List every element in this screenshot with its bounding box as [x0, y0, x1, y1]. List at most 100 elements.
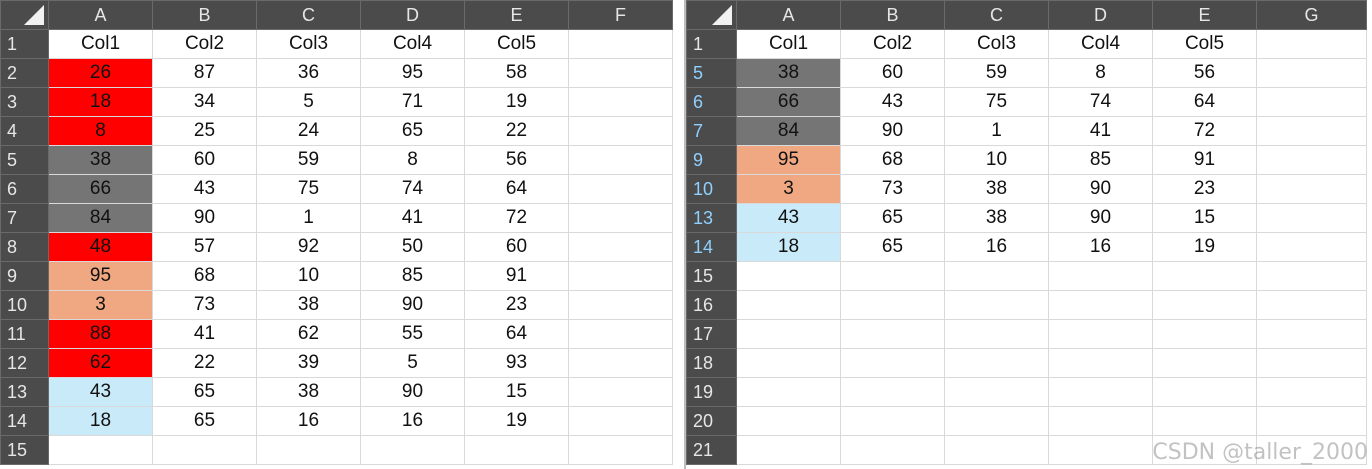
- grid-cell[interactable]: 93: [464, 348, 569, 378]
- row-header[interactable]: 17: [686, 319, 737, 349]
- row-header[interactable]: 15: [0, 435, 49, 465]
- column-header-e[interactable]: E: [464, 0, 569, 30]
- grid-cell[interactable]: [944, 319, 1049, 349]
- grid-cell[interactable]: 43: [152, 174, 257, 204]
- grid-cell[interactable]: 48: [48, 232, 153, 262]
- grid-cell[interactable]: [736, 348, 841, 378]
- grid-cell[interactable]: [48, 435, 153, 465]
- grid-cell[interactable]: 75: [944, 87, 1049, 117]
- grid-cell[interactable]: 39: [256, 348, 361, 378]
- row-header[interactable]: 10: [0, 290, 49, 320]
- grid-cell[interactable]: [568, 145, 673, 175]
- grid-cell[interactable]: [1152, 377, 1257, 407]
- grid-cell[interactable]: [1048, 290, 1153, 320]
- column-header-f[interactable]: F: [568, 0, 673, 30]
- grid-cell[interactable]: 60: [152, 145, 257, 175]
- grid-cell[interactable]: 56: [464, 145, 569, 175]
- grid-cell[interactable]: 26: [48, 58, 153, 88]
- row-header[interactable]: 1: [686, 29, 737, 59]
- grid-cell[interactable]: 66: [736, 87, 841, 117]
- grid-cell[interactable]: 68: [152, 261, 257, 291]
- grid-cell[interactable]: 90: [840, 116, 945, 146]
- grid-cell[interactable]: 85: [1048, 145, 1153, 175]
- grid-cell[interactable]: 85: [360, 261, 465, 291]
- grid-cell[interactable]: [840, 348, 945, 378]
- header-cell[interactable]: Col5: [1152, 29, 1257, 59]
- grid-cell[interactable]: 84: [736, 116, 841, 146]
- row-header[interactable]: 14: [686, 232, 737, 262]
- column-header-c[interactable]: C: [256, 0, 361, 30]
- grid-cell[interactable]: 43: [48, 377, 153, 407]
- grid-cell[interactable]: 16: [256, 406, 361, 436]
- grid-cell[interactable]: 8: [360, 145, 465, 175]
- grid-cell[interactable]: [736, 319, 841, 349]
- grid-cell[interactable]: 22: [464, 116, 569, 146]
- grid-cell[interactable]: 91: [1152, 145, 1257, 175]
- grid-cell[interactable]: 5: [256, 87, 361, 117]
- grid-cell[interactable]: [568, 58, 673, 88]
- grid-cell[interactable]: [840, 319, 945, 349]
- grid-cell[interactable]: [1256, 261, 1367, 291]
- header-cell[interactable]: Col3: [256, 29, 361, 59]
- grid-cell[interactable]: 90: [1048, 203, 1153, 233]
- grid-cell[interactable]: [1048, 348, 1153, 378]
- grid-cell[interactable]: 58: [464, 58, 569, 88]
- row-header[interactable]: 19: [686, 377, 737, 407]
- grid-cell[interactable]: [152, 435, 257, 465]
- grid-cell[interactable]: [840, 435, 945, 465]
- grid-cell[interactable]: 62: [48, 348, 153, 378]
- grid-cell[interactable]: 16: [1048, 232, 1153, 262]
- grid-cell[interactable]: [1256, 232, 1367, 262]
- grid-cell[interactable]: 60: [464, 232, 569, 262]
- grid-cell[interactable]: [840, 290, 945, 320]
- grid-cell[interactable]: [840, 377, 945, 407]
- grid-cell[interactable]: 65: [360, 116, 465, 146]
- row-header[interactable]: 6: [686, 87, 737, 117]
- grid-cell[interactable]: 87: [152, 58, 257, 88]
- grid-cell[interactable]: 41: [152, 319, 257, 349]
- grid-cell[interactable]: 43: [736, 203, 841, 233]
- grid-cell[interactable]: 15: [464, 377, 569, 407]
- grid-cell[interactable]: [1152, 290, 1257, 320]
- grid-cell[interactable]: [1256, 87, 1367, 117]
- grid-cell[interactable]: [736, 406, 841, 436]
- grid-cell[interactable]: [360, 435, 465, 465]
- grid-cell[interactable]: [840, 261, 945, 291]
- grid-cell[interactable]: 41: [1048, 116, 1153, 146]
- row-header[interactable]: 1: [0, 29, 49, 59]
- row-header[interactable]: 15: [686, 261, 737, 291]
- row-header[interactable]: 5: [0, 145, 49, 175]
- row-header[interactable]: 10: [686, 174, 737, 204]
- column-header-d[interactable]: D: [1048, 0, 1153, 30]
- column-header-a[interactable]: A: [736, 0, 841, 30]
- grid-cell[interactable]: [568, 290, 673, 320]
- grid-cell[interactable]: [1152, 261, 1257, 291]
- grid-cell[interactable]: [1256, 58, 1367, 88]
- grid-cell[interactable]: 1: [944, 116, 1049, 146]
- grid-cell[interactable]: [944, 406, 1049, 436]
- header-cell[interactable]: Col4: [1048, 29, 1153, 59]
- grid-cell[interactable]: [568, 319, 673, 349]
- grid-cell[interactable]: 92: [256, 232, 361, 262]
- grid-cell[interactable]: [1256, 174, 1367, 204]
- grid-cell[interactable]: 38: [48, 145, 153, 175]
- grid-cell[interactable]: [736, 261, 841, 291]
- grid-cell[interactable]: [464, 435, 569, 465]
- grid-cell[interactable]: 38: [944, 203, 1049, 233]
- grid-cell[interactable]: 18: [48, 406, 153, 436]
- grid-cell[interactable]: 90: [360, 377, 465, 407]
- row-header[interactable]: 11: [0, 319, 49, 349]
- grid-cell[interactable]: [736, 435, 841, 465]
- grid-cell[interactable]: 65: [152, 406, 257, 436]
- grid-cell[interactable]: 8: [1048, 58, 1153, 88]
- grid-cell[interactable]: [1152, 406, 1257, 436]
- grid-cell[interactable]: 95: [48, 261, 153, 291]
- header-cell[interactable]: Col5: [464, 29, 569, 59]
- grid-cell[interactable]: [736, 290, 841, 320]
- grid-cell[interactable]: 90: [360, 290, 465, 320]
- grid-cell[interactable]: 65: [152, 377, 257, 407]
- grid-cell[interactable]: [1048, 319, 1153, 349]
- grid-cell[interactable]: [944, 435, 1049, 465]
- column-header-c[interactable]: C: [944, 0, 1049, 30]
- header-cell[interactable]: [568, 29, 673, 59]
